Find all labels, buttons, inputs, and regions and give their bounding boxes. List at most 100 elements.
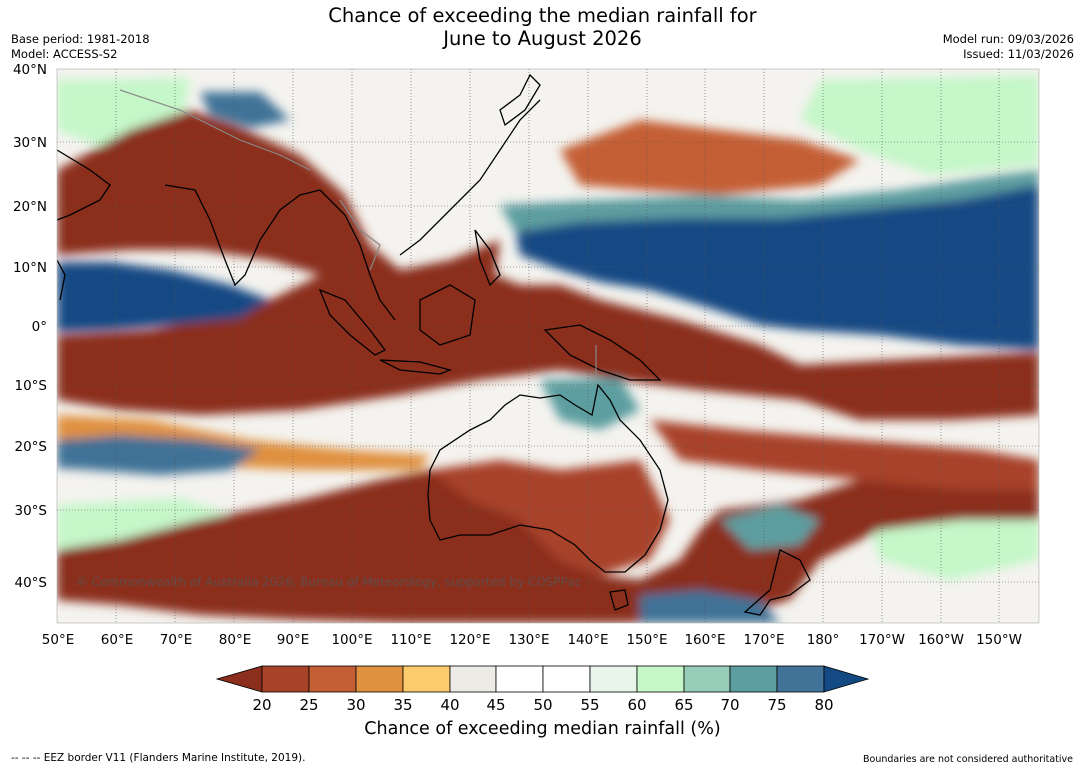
copyright-watermark: © Commonwealth of Australia 2026, Bureau… [76, 575, 581, 589]
africa-coast [57, 259, 66, 301]
lon-label: 120°E [449, 632, 490, 648]
australia-coast [427, 383, 669, 573]
lon-label: 90°E [277, 632, 309, 648]
meta-left: Base period: 1981-2018 Model: ACCESS-S2 [11, 32, 150, 62]
borneo-coast [419, 284, 476, 346]
title-line-2: June to August 2026 [443, 27, 642, 50]
java-coast [379, 359, 453, 375]
lon-label: 70°E [160, 632, 192, 648]
base-period: Base period: 1981-2018 [11, 32, 150, 46]
lon-label: 50°E [42, 632, 74, 648]
lat-label: 30°N [13, 135, 47, 151]
australia-interior-dry [430, 460, 670, 575]
lon-label: 150°W [976, 632, 1022, 648]
southern-ocean-wet [640, 590, 780, 623]
map-title: Chance of exceeding the median rainfall … [0, 4, 1085, 50]
colorbar-low-arrow [215, 665, 263, 693]
indochina-border [339, 199, 381, 271]
east-asia-dry-patches [560, 120, 860, 195]
lat-label: 20°N [13, 199, 47, 215]
lat-label: 40°S [15, 575, 48, 591]
probability-fields [57, 75, 1039, 623]
lat-label: 10°S [15, 378, 48, 394]
colorbar-segment [776, 665, 825, 693]
graticule [57, 69, 1039, 623]
boundaries-disclaimer: Boundaries are not considered authoritat… [863, 754, 1073, 765]
lon-label: 80°E [219, 632, 251, 648]
lon-label: 100°E [331, 632, 372, 648]
colorbar-segment [636, 665, 685, 693]
colorbar-segment [402, 665, 451, 693]
lat-label: 10°N [13, 260, 47, 276]
lon-label: 140°E [567, 632, 608, 648]
colorbar-tick: 75 [767, 696, 786, 714]
colorbar-segment [589, 665, 638, 693]
lon-label: 110°E [390, 632, 431, 648]
meta-right: Model run: 09/03/2026 Issued: 11/03/2026 [943, 32, 1074, 62]
colorbar-tick: 80 [814, 696, 833, 714]
lon-label: 150°E [626, 632, 667, 648]
colorbar-ticks: 20 25 30 35 40 45 50 55 60 65 70 75 80 [252, 696, 833, 714]
lon-label: 160°E [684, 632, 725, 648]
lon-label: 180° [807, 632, 840, 648]
philippines-coast [474, 229, 501, 287]
arabia-coast [57, 149, 111, 221]
colorbar-title: Chance of exceeding median rainfall (%) [364, 719, 721, 739]
mid-pacific-dry [650, 420, 1039, 490]
lat-label: 0° [32, 319, 47, 335]
colorbar-tick: 70 [720, 696, 739, 714]
colorbar-segment [261, 665, 310, 693]
south-asia-border [119, 89, 311, 171]
colorbar-high-arrow [823, 665, 870, 693]
colorbar [215, 665, 870, 693]
country-borders [119, 89, 597, 378]
southeast-asia-coast [319, 99, 541, 321]
north-wet-patches [800, 75, 1039, 175]
colorbar-segment [355, 665, 404, 693]
bay-of-bengal-wet [200, 92, 290, 128]
colorbar-segment [542, 665, 591, 693]
coastlines [57, 73, 811, 616]
lat-label: 20°S [15, 439, 48, 455]
title-line-1: Chance of exceeding the median rainfall … [328, 4, 757, 27]
colorbar-tick: 45 [486, 696, 505, 714]
indian-ocean-wet-band [57, 262, 270, 332]
colorbar-tick: 50 [533, 696, 552, 714]
tasmania-coast [609, 589, 629, 611]
tasman-wet [720, 505, 820, 550]
colorbar-segment [308, 665, 357, 693]
colorbar-segment [449, 665, 497, 693]
south-indian-wet [57, 435, 260, 475]
lat-label: 40°N [13, 62, 47, 78]
lon-label: 170°W [859, 632, 905, 648]
map-area: © Commonwealth of Australia 2026, Bureau… [57, 69, 1039, 623]
new-zealand-coast [743, 549, 811, 616]
india-coast [164, 184, 321, 287]
new-guinea-coast [543, 324, 662, 381]
timor-wet [540, 378, 640, 430]
colorbar-tick: 60 [627, 696, 646, 714]
southern-indian-dry [57, 470, 1039, 623]
lon-label: 170°E [743, 632, 784, 648]
colorbar-tick: 25 [299, 696, 318, 714]
colorbar-segment [729, 665, 778, 693]
colorbar-tick: 35 [393, 696, 412, 714]
sumatra-coast [318, 288, 386, 356]
colorbar-segment [683, 665, 731, 693]
colorbar-tick: 20 [252, 696, 271, 714]
colorbar-tick: 65 [674, 696, 693, 714]
issued-date: Issued: 11/03/2026 [963, 47, 1074, 61]
lon-label: 130°E [508, 632, 549, 648]
lat-label: 30°S [15, 503, 48, 519]
colorbar-segment [495, 665, 544, 693]
colorbar-tick: 40 [440, 696, 459, 714]
model-name: Model: ACCESS-S2 [11, 47, 118, 61]
lon-label: 60°E [101, 632, 133, 648]
model-run: Model run: 09/03/2026 [942, 32, 1074, 46]
pacific-wet-band [515, 180, 1039, 350]
pacific-wet-band-edge [500, 170, 1039, 232]
map-frame [56, 68, 1040, 624]
lon-label: 160°W [918, 632, 964, 648]
eez-border-note: -- -- -- EEZ border V11 (Flanders Marine… [11, 752, 306, 764]
